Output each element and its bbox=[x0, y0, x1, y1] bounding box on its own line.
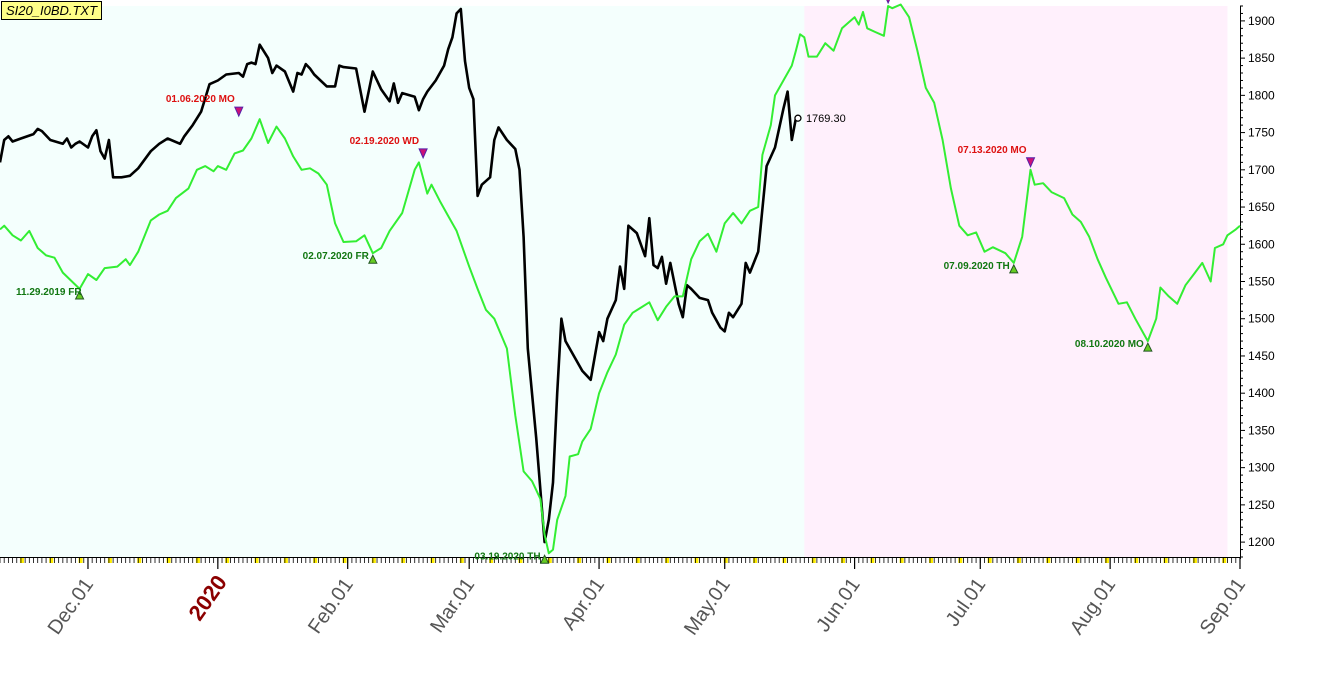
x-weekend-mark bbox=[1104, 558, 1109, 563]
x-weekend-mark bbox=[49, 558, 54, 563]
turning-point-annotations: 11.29.2019 FR 01.06.2020 MO 02.07.2020 FR 0… bbox=[16, 0, 1153, 564]
y-tick-label-1700: 1700 bbox=[1248, 163, 1275, 177]
trough-marker-1 bbox=[74, 289, 85, 300]
x-weekend-mark bbox=[606, 558, 611, 563]
x-tick-label-Dec.01: Dec.01 bbox=[44, 574, 98, 639]
x-weekend-mark bbox=[1075, 558, 1080, 563]
x-weekend-mark bbox=[195, 558, 200, 563]
x-weekend-mark bbox=[1016, 558, 1021, 563]
x-weekend-mark bbox=[225, 558, 230, 563]
trough-marker-9 bbox=[1143, 341, 1153, 352]
x-tick-label-Sep.01: Sep.01 bbox=[1196, 574, 1250, 639]
x-weekend-mark bbox=[342, 558, 347, 563]
trough-marker-7 bbox=[1008, 263, 1019, 274]
peak-marker-6 bbox=[886, 0, 890, 5]
y-tick-label-1500: 1500 bbox=[1248, 312, 1275, 326]
background-regions bbox=[0, 6, 1228, 557]
x-tick-label-May.01: May.01 bbox=[680, 574, 735, 639]
x-weekend-mark bbox=[899, 558, 904, 563]
x-weekend-mark bbox=[1134, 558, 1139, 563]
x-weekend-mark bbox=[137, 558, 142, 563]
x-weekend-mark bbox=[1163, 558, 1168, 563]
y-tick-label-1250: 1250 bbox=[1248, 498, 1275, 512]
y-tick-label-1650: 1650 bbox=[1248, 200, 1275, 214]
series-line-1 bbox=[0, 7, 798, 544]
trough-label-9: 08.10.2020 MO bbox=[1075, 339, 1144, 350]
x-weekend-mark bbox=[782, 558, 787, 563]
x-tick-label-Jun.01: Jun.01 bbox=[812, 574, 864, 636]
trough-label-7: 07.09.2020 TH bbox=[944, 261, 1010, 272]
x-weekend-mark bbox=[489, 558, 494, 563]
x-weekend-mark bbox=[283, 558, 288, 563]
x-weekend-mark bbox=[958, 558, 963, 563]
x-weekend-mark bbox=[430, 558, 435, 563]
x-weekend-mark bbox=[929, 558, 933, 563]
y-tick-label-1750: 1750 bbox=[1248, 126, 1275, 140]
last-price-marker bbox=[794, 114, 802, 122]
series-lines: 1769.30 bbox=[0, 3, 1241, 555]
x-weekend-mark bbox=[577, 558, 582, 563]
background-region-2 bbox=[804, 6, 1228, 557]
x-weekend-mark bbox=[987, 558, 992, 563]
x-weekend-mark bbox=[254, 558, 259, 563]
trough-marker-5 bbox=[539, 554, 550, 564]
y-tick-label-1800: 1800 bbox=[1248, 88, 1275, 102]
x-weekend-mark bbox=[694, 558, 699, 563]
trough-label-3: 02.07.2020 FR bbox=[303, 251, 370, 262]
x-weekend-mark bbox=[547, 558, 552, 563]
trough-label-5: 03.19.2020 TH bbox=[474, 551, 540, 562]
x-weekend-mark bbox=[19, 558, 24, 563]
x-weekend-mark bbox=[166, 558, 171, 563]
x-weekend-mark bbox=[723, 558, 728, 563]
trough-marker-3 bbox=[368, 254, 378, 264]
x-tick-label-2020: 2020 bbox=[183, 571, 232, 625]
x-weekend-mark bbox=[841, 558, 846, 563]
y-tick-label-1200: 1200 bbox=[1248, 535, 1275, 549]
y-tick-label-1450: 1450 bbox=[1248, 349, 1275, 363]
x-weekend-mark bbox=[1046, 558, 1051, 563]
x-weekend-mark bbox=[753, 558, 758, 563]
peak-marker-4 bbox=[418, 148, 428, 160]
peak-label-8: 07.13.2020 MO bbox=[958, 145, 1027, 156]
x-weekend-mark bbox=[665, 558, 670, 563]
peak-label-4: 02.19.2020 WD bbox=[350, 136, 420, 147]
background-region-1 bbox=[0, 6, 805, 557]
x-weekend-mark bbox=[107, 558, 112, 563]
trough-label-1: 11.29.2019 FR bbox=[16, 287, 82, 298]
x-tick-label-Mar.01: Mar.01 bbox=[426, 574, 479, 637]
chart-title: SI20_I0BD.TXT bbox=[1, 1, 103, 20]
peak-marker-2 bbox=[234, 106, 244, 118]
x-tick-label-Jul.01: Jul.01 bbox=[942, 574, 991, 630]
x-weekend-mark bbox=[811, 558, 816, 563]
y-tick-label-1900: 1900 bbox=[1248, 14, 1275, 28]
y-tick-label-1550: 1550 bbox=[1248, 275, 1275, 289]
y-tick-label-1400: 1400 bbox=[1248, 386, 1275, 400]
x-tick-label-Aug.01: Aug.01 bbox=[1066, 574, 1120, 639]
x-weekend-mark bbox=[518, 558, 523, 563]
x-weekend-mark bbox=[635, 558, 640, 563]
y-tick-label-1850: 1850 bbox=[1248, 51, 1275, 65]
x-weekend-mark bbox=[401, 558, 406, 563]
x-weekend-mark bbox=[371, 558, 376, 563]
x-weekend-mark bbox=[1222, 558, 1227, 563]
x-weekend-mark bbox=[459, 558, 464, 563]
x-weekend-mark bbox=[78, 558, 83, 563]
y-tick-label-1300: 1300 bbox=[1248, 461, 1275, 475]
x-weekend-mark bbox=[313, 558, 318, 563]
x-weekend-mark bbox=[870, 558, 875, 563]
y-tick-label-1350: 1350 bbox=[1248, 423, 1275, 437]
last-price-label: 1769.30 bbox=[806, 113, 846, 125]
x-tick-label-Feb.01: Feb.01 bbox=[304, 574, 358, 638]
peak-marker-8 bbox=[1025, 157, 1036, 169]
x-weekend-mark bbox=[1192, 558, 1197, 563]
x-tick-label-Apr.01: Apr.01 bbox=[558, 574, 609, 634]
series-line-2 bbox=[0, 3, 1241, 555]
peak-label-2: 01.06.2020 MO bbox=[166, 94, 235, 105]
y-tick-label-1600: 1600 bbox=[1248, 237, 1275, 251]
